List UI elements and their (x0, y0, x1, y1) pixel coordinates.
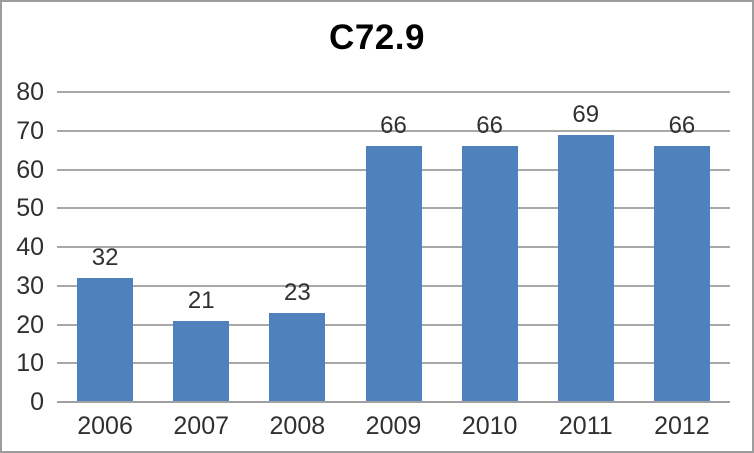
bar-2012 (653, 146, 710, 402)
bar-value-label-2008: 23 (284, 278, 311, 306)
x-tick-label-2007: 2007 (173, 412, 230, 440)
x-tick-label-2009: 2009 (365, 412, 422, 440)
bar-2010 (461, 146, 518, 402)
bar-value-label-2009: 66 (380, 112, 407, 140)
y-tick-label-70: 70 (16, 116, 44, 145)
y-tick-label-60: 60 (16, 155, 44, 184)
x-tick-label-2012: 2012 (654, 412, 710, 440)
gridline-80 (57, 91, 730, 93)
bar-2008 (269, 312, 326, 402)
x-tick-label-2008: 2008 (269, 412, 326, 440)
x-axis-line (57, 401, 730, 403)
bar-2009 (365, 146, 422, 402)
bar-2006 (77, 278, 134, 402)
bar-2007 (173, 320, 230, 402)
plot-area: 32 21 23 66 66 69 66 (57, 91, 730, 403)
bar-value-label-2010: 66 (476, 112, 503, 140)
y-tick-label-80: 80 (16, 78, 44, 106)
bar-value-label-2011: 69 (572, 100, 600, 128)
y-tick-label-10: 10 (16, 349, 44, 378)
gridline-70 (57, 129, 730, 132)
bar-value-label-2007: 21 (187, 286, 215, 314)
y-tick-label-20: 20 (16, 310, 44, 339)
bar-value-label-2006: 32 (91, 244, 119, 271)
chart-title: C72.9 (329, 18, 425, 57)
y-tick-label-30: 30 (16, 271, 44, 300)
y-tick-label-0: 0 (30, 388, 44, 416)
bar-value-label-2012: 66 (668, 112, 696, 140)
x-tick-label-2010: 2010 (461, 412, 518, 440)
x-tick-label-2011: 2011 (558, 412, 613, 440)
bar-2011 (557, 134, 614, 402)
x-tick-label-2006: 2006 (77, 412, 133, 440)
y-tick-label-40: 40 (16, 233, 44, 261)
y-tick-label-50: 50 (16, 194, 44, 223)
